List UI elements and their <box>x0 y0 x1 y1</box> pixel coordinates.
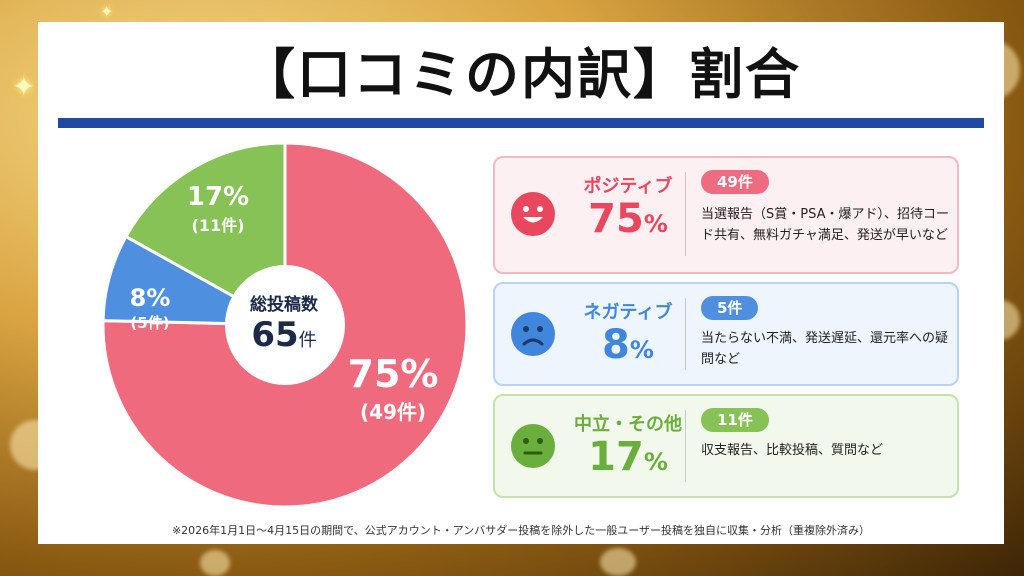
card-divider <box>685 410 686 482</box>
category-description: 当たらない不満、発送遅延、還元率への疑問など <box>701 331 949 367</box>
count-badge: 11件 <box>701 408 769 432</box>
footnote: ※2026年1月1日〜4月15日の期間で、公式アカウント・アンバサダー投稿を除外… <box>171 524 871 537</box>
page-title: 【口コミの内訳】割合 <box>241 43 801 106</box>
title-underline <box>58 118 984 128</box>
category-name: ポジティブ <box>583 176 673 197</box>
pie-slice-positive <box>101 141 469 509</box>
count-badge: 49件 <box>701 170 769 194</box>
pie-chart <box>101 141 469 509</box>
infographic-card: 【口コミの内訳】割合 総投稿数 65件 75% (49件) 8% (5件) 17… <box>38 22 1004 544</box>
category-percent: 8% <box>602 322 654 368</box>
slice-percent: 8% <box>129 284 171 312</box>
slice-percent: 17% <box>186 182 250 212</box>
smile-face-icon <box>511 192 555 236</box>
category-card-neutral: 中立・その他 17% 11件 収支報告、比較投稿、質問など <box>493 394 959 498</box>
center-title: 総投稿数 <box>250 295 318 315</box>
category-name: ネガティブ <box>583 302 673 323</box>
pie-center-hole <box>225 265 345 385</box>
center-unit: 件 <box>298 330 317 351</box>
category-description: 当選報告（S賞・PSA・爆アド）、招待コード共有、無料ガチャ満足、発送が早いなど <box>701 207 949 243</box>
bokeh-light <box>600 548 636 576</box>
slice-percent: 75% <box>347 352 439 396</box>
sparkle-icon: ✦ <box>100 2 114 21</box>
card-divider <box>685 172 686 256</box>
slice-count: (49件) <box>359 400 427 424</box>
slice-label-positive: 75% (49件) <box>338 352 448 425</box>
category-name: 中立・その他 <box>574 414 682 435</box>
center-value: 65 <box>251 315 299 355</box>
slice-label-negative: 8% (5件) <box>110 284 190 333</box>
pie-slice-neutral <box>123 141 287 328</box>
slice-count: (5件) <box>130 314 170 332</box>
category-percent: 17% <box>588 434 668 480</box>
pie-center-label: 総投稿数 65件 <box>225 290 343 355</box>
slice-count: (11件) <box>191 216 245 235</box>
count-badge: 5件 <box>701 296 759 320</box>
sad-face-icon <box>511 312 555 356</box>
slice-label-neutral: 17% (11件) <box>168 182 268 236</box>
category-card-negative: ネガティブ 8% 5件 当たらない不満、発送遅延、還元率への疑問など <box>493 282 959 386</box>
neutral-face-icon <box>511 424 555 468</box>
bokeh-light <box>200 550 230 576</box>
sparkle-icon: ✦ <box>12 70 36 103</box>
card-divider <box>685 298 686 370</box>
category-description: 収支報告、比較投稿、質問など <box>701 443 884 458</box>
category-percent: 75% <box>588 196 668 242</box>
category-card-positive: ポジティブ 75% 49件 当選報告（S賞・PSA・爆アド）、招待コード共有、無… <box>493 156 959 274</box>
